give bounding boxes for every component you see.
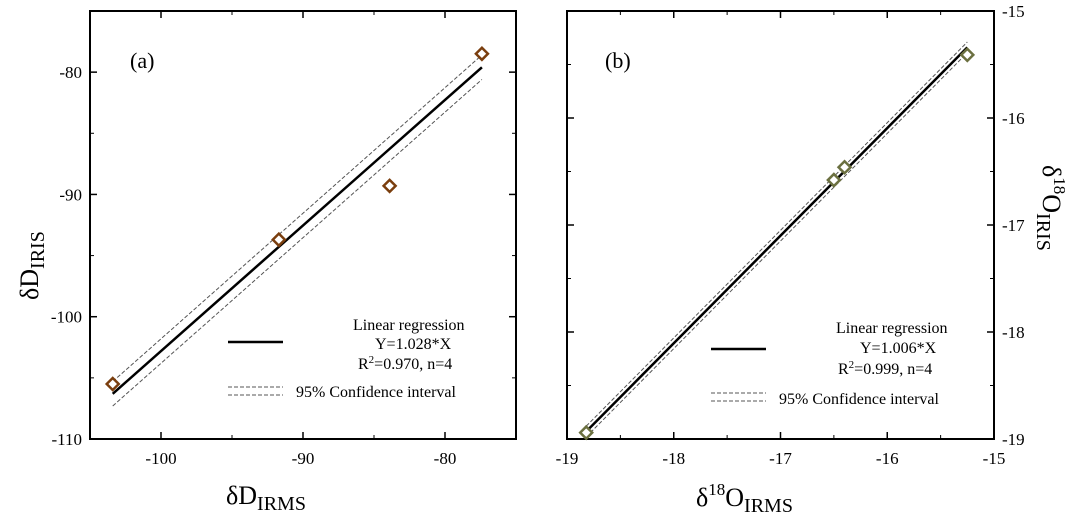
ci-lower-line (585, 52, 968, 438)
legend-title-b: Linear regression (836, 320, 948, 337)
ticks-b: -19 -18 -17 -16 -15-19-18-17-16-15 (556, 2, 1025, 468)
confidence-band-b (585, 41, 968, 438)
y-axis-title-b: δ18OIRIS (1032, 165, 1068, 251)
x-tick-label: -19 (556, 449, 579, 468)
ci-upper-line (585, 41, 968, 427)
ci-lower-line (112, 79, 483, 407)
y-tick-label: -110 (51, 430, 82, 449)
legend-stats-a: R2=0.970, n=4 (358, 354, 452, 373)
x-tick-label: -100 (145, 449, 176, 468)
y-tick-label: -80 (59, 63, 82, 82)
panel-label-a: (a) (130, 48, 154, 73)
y-tick-label: -100 (51, 308, 82, 327)
y-tick-label: -17 (1002, 216, 1025, 235)
panel-b: -19 -18 -17 -16 -15-19-18-17-16-15 (b) Linea… (556, 2, 1068, 516)
x-tick-label: -15 (983, 449, 1006, 468)
data-point-marker (104, 376, 121, 392)
regression-line-b (585, 46, 969, 433)
data-point-marker (836, 159, 853, 175)
data-point-marker (271, 231, 287, 248)
x-axis-title-a: δDIRMS (226, 481, 306, 515)
y-tick-label: -18 (1002, 323, 1025, 342)
legend-b: Linear regression Y=1.006*X R2=0.999, n=… (711, 320, 948, 408)
data-point-marker (381, 178, 398, 194)
x-tick-label: -90 (292, 449, 315, 468)
y-tick-label: -19 (1002, 430, 1025, 449)
x-tick-label: -16 (876, 449, 899, 468)
regression-line (111, 66, 483, 395)
y-tick-label: -16 (1002, 109, 1025, 128)
data-point-marker (959, 47, 976, 63)
legend-ci-label-b: 95% Confidence interval (779, 391, 940, 408)
data-points-b (578, 47, 976, 441)
data-points-a (104, 46, 490, 392)
legend-equation-b: Y=1.006*X (860, 340, 937, 357)
x-axis-title-b: δ18OIRMS (696, 480, 793, 516)
x-tick-label: -17 (769, 449, 792, 468)
y-tick-label: -15 (1002, 2, 1025, 21)
data-point-marker (826, 172, 842, 188)
data-point-marker (578, 424, 594, 441)
confidence-band-a (112, 54, 483, 407)
ci-upper-line (112, 54, 483, 382)
ticks-a: -100 -90 -80 -110 -100 -90 -80 (51, 11, 516, 468)
legend-a: Linear regression Y=1.028*X R2=0.970, n=… (228, 317, 465, 401)
panel-a: -100 -90 -80 -110 -100 -90 -80 (a) Linear regr… (15, 10, 517, 515)
legend-stats-b: R2=0.999, n=4 (838, 359, 932, 378)
regression-line (585, 46, 969, 433)
legend-equation-a: Y=1.028*X (375, 336, 452, 353)
panel-label-b: (b) (605, 48, 631, 73)
x-tick-label: -18 (662, 449, 685, 468)
x-tick-label: -80 (434, 449, 457, 468)
y-tick-label: -90 (59, 185, 82, 204)
legend-title-a: Linear regression (353, 317, 465, 334)
regression-line-a (111, 66, 483, 395)
y-axis-title-a: δDIRIS (15, 231, 49, 300)
data-point-marker (474, 46, 490, 62)
legend-ci-label-a: 95% Confidence interval (296, 384, 457, 401)
